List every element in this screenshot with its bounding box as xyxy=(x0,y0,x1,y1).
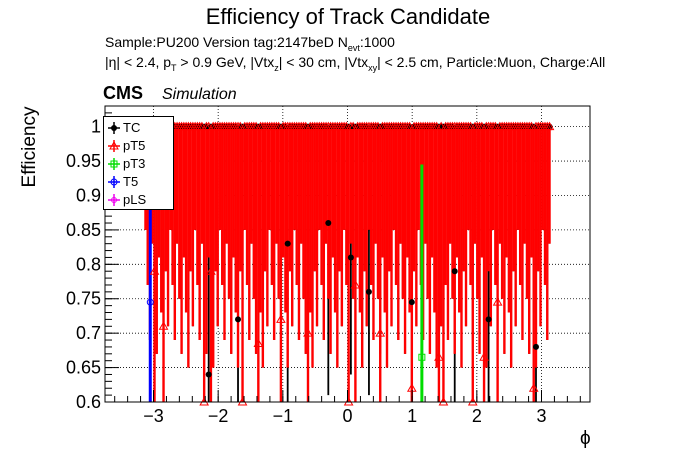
y-tick-label: 0.6 xyxy=(76,392,101,412)
tc-point xyxy=(365,288,372,295)
x-tick-label: 1 xyxy=(407,406,417,426)
sample-suffix: :1000 xyxy=(359,34,395,50)
x-tick-label: 3 xyxy=(536,406,546,426)
tc-point xyxy=(325,220,332,227)
cuts-sub-1: T xyxy=(171,62,177,73)
y-tick-label: 0.95 xyxy=(66,151,101,171)
pt5-point xyxy=(492,297,503,306)
t5-point xyxy=(110,178,118,185)
tc-point xyxy=(485,316,492,323)
legend-entry-pt5: pT5 xyxy=(107,137,145,154)
cms-label: CMS xyxy=(103,83,143,103)
x-tick-label: 2 xyxy=(472,406,482,426)
legend-marker-pt5 xyxy=(107,139,121,153)
y-tick-label: 0.8 xyxy=(76,254,101,274)
x-axis-label: ϕ xyxy=(580,428,591,449)
pt5-point xyxy=(375,328,386,337)
legend-label: TC xyxy=(123,120,141,135)
legend-marker-pls xyxy=(107,193,121,207)
legend-label: pT5 xyxy=(123,138,146,153)
pt3-point xyxy=(110,160,118,167)
error-bars xyxy=(144,126,551,402)
simulation-label: Simulation xyxy=(162,86,237,103)
tc-point xyxy=(451,268,458,275)
tc-point xyxy=(532,343,539,350)
pt5-point xyxy=(434,352,444,361)
legend-marker-pt3 xyxy=(107,157,121,171)
tc-point xyxy=(205,371,212,378)
tc-point xyxy=(347,254,354,261)
y-tick-label: 0.75 xyxy=(66,289,101,309)
chart-title: Efficiency of Track Candidate xyxy=(205,4,491,29)
legend-entry-pls: pLS xyxy=(107,191,146,208)
t5-point xyxy=(146,298,154,306)
x-tick-label: −1 xyxy=(273,406,294,426)
legend-entry-tc: TC xyxy=(107,119,140,136)
y-tick-label: 1 xyxy=(91,117,101,137)
pt5-point xyxy=(158,321,169,330)
pt5-point xyxy=(544,121,555,131)
tc-point xyxy=(111,124,117,131)
tc-point xyxy=(408,299,415,306)
pt5-point xyxy=(528,383,539,392)
pls-point xyxy=(111,196,117,203)
y-tick-label: 0.85 xyxy=(66,220,101,240)
tick-labels: −3 −2 −1 0 1 2 3 0.6 0.65 0.7 0.75 0.8 0.85 0.9 0.95 1 xyxy=(66,117,547,426)
legend-entry-pt3: pT3 xyxy=(107,155,145,172)
legend: TC pT5 pT3 T5 pLS xyxy=(103,116,174,210)
cuts-part-4: | < 2.5 cm, Particle:Muon, Charge:All xyxy=(377,54,606,70)
pt5-point xyxy=(350,279,361,289)
y-tick-label: 0.65 xyxy=(66,358,101,378)
tc-point xyxy=(235,316,242,323)
pt5-point xyxy=(253,338,264,347)
tc-point xyxy=(284,240,291,247)
cuts-sub-2: z xyxy=(274,62,279,73)
legend-marker-tc xyxy=(107,121,121,135)
legend-label: pT3 xyxy=(123,156,146,171)
y-tick-label: 0.9 xyxy=(76,185,101,205)
x-tick-label: 0 xyxy=(342,406,352,426)
sample-sub: evt xyxy=(347,42,360,53)
x-tick-label: −2 xyxy=(208,406,229,426)
pt5-point xyxy=(479,352,489,361)
sample-info: Sample:PU200 Version tag:2147beD Nevt:10… xyxy=(105,34,395,53)
pt5-point xyxy=(206,266,216,275)
pt5-point xyxy=(149,266,160,275)
legend-label: pLS xyxy=(123,192,147,207)
cuts-part-3: | < 30 cm, |Vtx xyxy=(278,54,369,70)
y-tick-label: 0.7 xyxy=(76,323,101,343)
legend-label: T5 xyxy=(123,174,139,189)
pt3-point xyxy=(418,353,426,361)
legend-entry-t5: T5 xyxy=(107,173,138,190)
pt5-point xyxy=(303,328,313,337)
sample-text: Sample:PU200 Version tag:2147beD N xyxy=(105,34,348,50)
cuts-sub-3: xy xyxy=(368,62,378,73)
x-tick-label: −3 xyxy=(143,406,164,426)
selection-cuts: |η| < 2.4, pT > 0.9 GeV, |Vtxz| < 30 cm,… xyxy=(105,54,605,73)
pt5-point xyxy=(276,314,286,323)
cuts-part-2: > 0.9 GeV, |Vtx xyxy=(176,54,275,70)
cuts-part-1: |η| < 2.4, p xyxy=(105,54,172,70)
pt5-point xyxy=(109,140,119,149)
y-axis-label: Efficiency xyxy=(19,106,40,188)
legend-marker-t5 xyxy=(107,175,121,189)
